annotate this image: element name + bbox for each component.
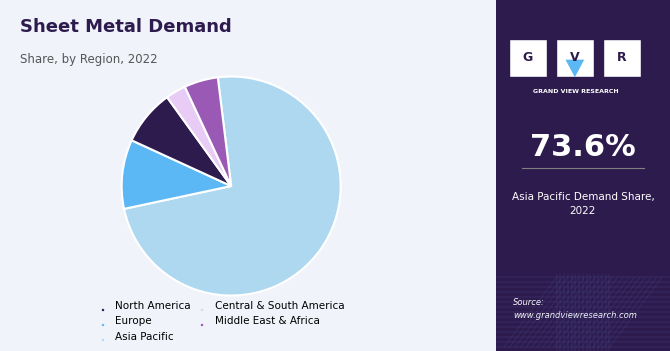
FancyBboxPatch shape: [509, 39, 547, 77]
Wedge shape: [185, 77, 231, 186]
Text: Asia Pacific Demand Share,
2022: Asia Pacific Demand Share, 2022: [511, 192, 655, 216]
Wedge shape: [122, 140, 231, 209]
Text: 73.6%: 73.6%: [530, 133, 636, 162]
Legend: North America, Europe, Asia Pacific, Central & South America, Middle East & Afri: North America, Europe, Asia Pacific, Cen…: [98, 297, 348, 346]
Text: GRAND VIEW RESEARCH: GRAND VIEW RESEARCH: [533, 89, 619, 94]
Wedge shape: [167, 87, 231, 186]
Wedge shape: [124, 77, 340, 296]
Wedge shape: [131, 97, 231, 186]
Text: V: V: [570, 51, 580, 65]
Text: G: G: [523, 51, 533, 65]
Polygon shape: [565, 60, 584, 77]
FancyBboxPatch shape: [556, 39, 594, 77]
FancyBboxPatch shape: [603, 39, 641, 77]
FancyBboxPatch shape: [444, 0, 670, 351]
Text: Source:
www.grandviewresearch.com: Source: www.grandviewresearch.com: [513, 298, 637, 320]
Text: Sheet Metal Demand: Sheet Metal Demand: [20, 18, 232, 35]
Text: Share, by Region, 2022: Share, by Region, 2022: [20, 53, 157, 66]
Text: R: R: [617, 51, 626, 65]
